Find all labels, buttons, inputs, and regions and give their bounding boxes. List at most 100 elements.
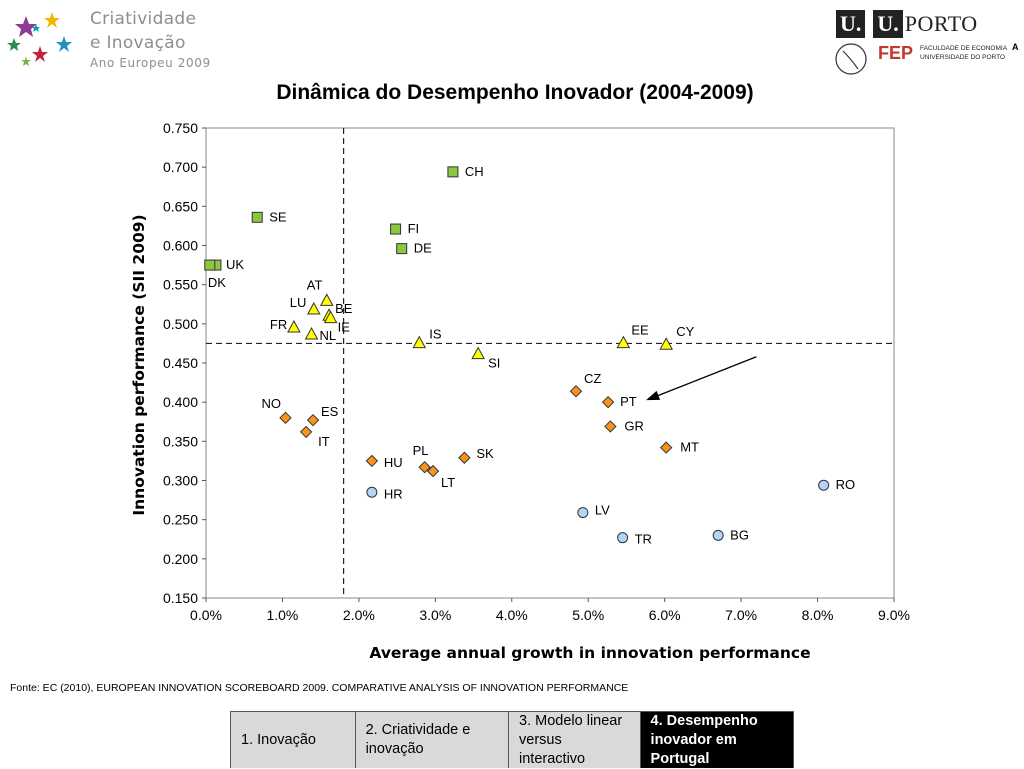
point-label-is: IS (429, 327, 442, 342)
x-tick-label: 7.0% (725, 607, 757, 623)
point-tr (617, 532, 629, 544)
point-label-se: SE (269, 209, 287, 224)
point-label-hr: HR (384, 486, 403, 501)
point-si (471, 346, 485, 360)
point-label-lv: LV (595, 503, 610, 518)
point-label-ch: CH (465, 164, 484, 179)
y-tick-label: 0.600 (163, 238, 198, 254)
point-cz (569, 384, 583, 398)
x-tick-label: 4.0% (496, 607, 528, 623)
point-label-pl: PL (413, 443, 429, 458)
y-tick-label: 0.700 (163, 159, 198, 175)
x-tick-label: 5.0% (572, 607, 604, 623)
tab-modelo-linear[interactable]: 3. Modelo linear versus interactivo (509, 712, 641, 768)
point-label-cz: CZ (584, 371, 601, 386)
page-title: Dinâmica do Desempenho Inovador (2004-20… (276, 81, 754, 104)
point-label-cy: CY (676, 324, 694, 339)
point-label-nl: NL (319, 328, 336, 343)
point-label-sk: SK (476, 446, 494, 461)
point-ee (616, 335, 631, 349)
point-cy (659, 337, 674, 350)
x-tick-label: 2.0% (343, 607, 375, 623)
point-label-gr: GR (624, 418, 644, 433)
point-label-ee: EE (631, 323, 649, 338)
point-label-ie: IE (338, 320, 351, 335)
point-ie (323, 310, 338, 324)
point-fi (390, 223, 402, 235)
logo-line-3: Ano Europeu 2009 (90, 56, 211, 70)
y-tick-label: 0.250 (163, 512, 198, 528)
point-lu (306, 301, 321, 315)
point-label-ro: RO (836, 477, 856, 492)
point-bg (712, 529, 724, 541)
y-tick-label: 0.200 (163, 551, 198, 567)
point-lv (577, 507, 589, 519)
x-tick-label: 1.0% (266, 607, 298, 623)
point-es (306, 413, 320, 427)
point-label-tr: TR (635, 532, 652, 547)
y-tick-label: 0.400 (163, 394, 198, 410)
x-tick-label: 0.0% (190, 607, 222, 623)
x-tick-label: 9.0% (878, 607, 910, 623)
point-label-si: SI (488, 356, 500, 371)
x-tick-label: 6.0% (649, 607, 681, 623)
point-at (319, 293, 334, 306)
point-sk (458, 451, 471, 464)
scatter-chart: 0.150 0.200 0.250 0.300 0.350 0.400 0.450 0.500… (130, 120, 910, 662)
u-box-2: U. (873, 10, 903, 38)
fep-subtitle-line-1: FACULDADE DE ECONOMIA (920, 45, 1008, 52)
point-dk (204, 259, 216, 271)
point-label-uk: UK (226, 257, 244, 272)
point-fr (287, 319, 301, 333)
y-tick-label: 0.450 (163, 355, 198, 371)
point-label-be: BE (335, 301, 353, 316)
point-label-no: NO (262, 396, 282, 411)
x-axis-label: Average annual growth in innovation perf… (369, 644, 810, 662)
fep-emblem-icon (835, 43, 867, 75)
point-pt (601, 395, 615, 409)
point-de (396, 243, 408, 255)
point-no (279, 411, 292, 425)
source-note: Fonte: EC (2010), EUROPEAN INNOVATION SC… (10, 682, 629, 694)
y-tick-label: 0.350 (163, 433, 198, 449)
tab-desempenho-inovador[interactable]: 4. Desempenho inovador em Portugal (640, 712, 793, 768)
point-lt (426, 464, 440, 478)
fep-subtitle-line-2: UNIVERSIDADE DO PORTO (920, 54, 1005, 61)
x-tick-label: 3.0% (419, 607, 451, 623)
y-tick-label: 0.300 (163, 473, 198, 489)
point-label-at: AT (307, 277, 323, 292)
point-label-it: IT (318, 434, 330, 449)
x-tick-label: 8.0% (802, 607, 834, 623)
point-label-lu: LU (290, 295, 307, 310)
point-label-bg: BG (730, 527, 749, 542)
point-label-pt: PT (620, 394, 637, 409)
point-label-de: DE (414, 241, 432, 256)
criatividade-logo: Criatividade e Inovação Ano Europeu 2009 (0, 0, 215, 80)
point-gr (604, 420, 617, 433)
plot-frame (205, 127, 895, 599)
u-box-1: U. (836, 10, 866, 38)
y-tick-label: 0.650 (163, 198, 198, 214)
point-label-es: ES (321, 404, 339, 419)
point-ch (447, 166, 459, 178)
y-tick-label: 0.500 (163, 316, 198, 332)
point-hr (366, 486, 378, 498)
y-tick-label: 0.150 (163, 590, 198, 606)
y-axis-label: Innovation performance (SII 2009) (130, 214, 148, 515)
tab-inovacao[interactable]: 1. Inovação (231, 712, 356, 768)
point-label-hu: HU (384, 455, 403, 470)
point-hu (365, 454, 379, 468)
logo-line-2: e Inovação (90, 33, 186, 53)
point-label-fr: FR (270, 317, 287, 332)
point-label-lt: LT (441, 475, 455, 490)
fep-subtitle: FACULDADE DE ECONOMIA UNIVERSIDADE DO PO… (920, 44, 1007, 62)
tab-criatividade-inovacao[interactable]: 2. Criatividade e inovação (355, 712, 510, 768)
point-label-dk: DK (208, 275, 226, 290)
logo-letter: A (1012, 42, 1019, 52)
uporto-fep-logo: U. U. PORTO FEP FACULDADE DE ECONOMIA UN… (830, 4, 1024, 80)
y-tick-label: 0.750 (163, 120, 198, 136)
fep-text: FEP (878, 43, 914, 63)
porto-text: PORTO (904, 11, 978, 36)
uporto-wordmark: U. U. PORTO (836, 10, 978, 38)
section-nav: 1. Inovação 2. Criatividade e inovação 3… (230, 711, 794, 768)
